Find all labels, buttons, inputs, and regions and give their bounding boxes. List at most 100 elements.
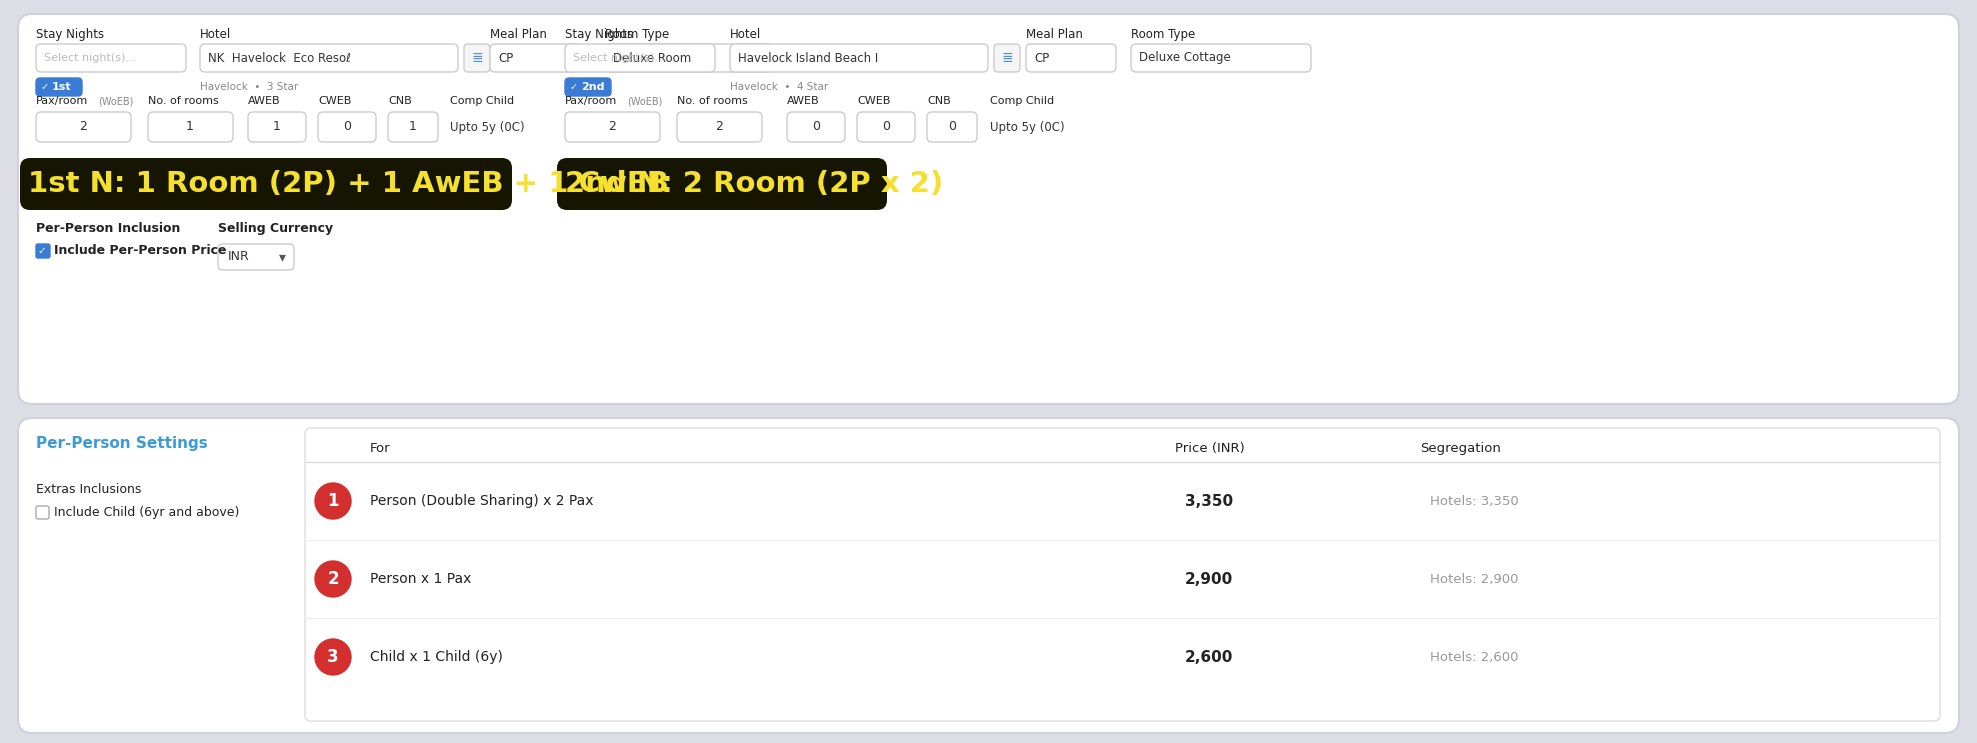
FancyBboxPatch shape <box>730 44 988 72</box>
FancyBboxPatch shape <box>676 112 761 142</box>
FancyBboxPatch shape <box>1026 44 1115 72</box>
Text: INR: INR <box>227 250 249 264</box>
Text: (WoEB): (WoEB) <box>99 96 132 106</box>
FancyBboxPatch shape <box>565 112 660 142</box>
FancyBboxPatch shape <box>20 158 512 210</box>
Text: Room Type: Room Type <box>605 28 670 41</box>
FancyBboxPatch shape <box>558 158 888 210</box>
Text: Hotel: Hotel <box>730 28 761 41</box>
Text: AWEB: AWEB <box>247 96 281 106</box>
Text: Comp Child: Comp Child <box>451 96 514 106</box>
Text: 1: 1 <box>328 492 338 510</box>
Text: Meal Plan: Meal Plan <box>1026 28 1083 41</box>
Text: Hotel: Hotel <box>200 28 231 41</box>
Text: 0: 0 <box>813 120 820 134</box>
Text: Selling Currency: Selling Currency <box>217 222 334 235</box>
Text: 0: 0 <box>342 120 352 134</box>
Text: 2nd: 2nd <box>581 82 605 92</box>
FancyBboxPatch shape <box>247 112 306 142</box>
Text: CWEB: CWEB <box>318 96 352 106</box>
FancyBboxPatch shape <box>856 112 915 142</box>
Text: Price (INR): Price (INR) <box>1174 442 1246 455</box>
Text: Hotels: 2,600: Hotels: 2,600 <box>1429 651 1518 663</box>
Text: 2,900: 2,900 <box>1184 571 1234 586</box>
Text: Havelock  •  3 Star: Havelock • 3 Star <box>200 82 299 92</box>
Text: Deluxe Room: Deluxe Room <box>613 51 692 65</box>
Text: Hotels: 3,350: Hotels: 3,350 <box>1429 495 1518 507</box>
FancyBboxPatch shape <box>565 44 716 72</box>
Text: 1st N: 1 Room (2P) + 1 AwEB + 1 CwEB: 1st N: 1 Room (2P) + 1 AwEB + 1 CwEB <box>28 170 668 198</box>
Text: ✓: ✓ <box>38 246 45 256</box>
Text: Hotels: 2,900: Hotels: 2,900 <box>1429 573 1518 585</box>
FancyBboxPatch shape <box>465 44 490 72</box>
FancyBboxPatch shape <box>994 44 1020 72</box>
Text: Per-Person Inclusion: Per-Person Inclusion <box>36 222 180 235</box>
Text: Extras Inclusions: Extras Inclusions <box>36 483 142 496</box>
Text: ✓: ✓ <box>569 82 577 92</box>
Text: Pax/room: Pax/room <box>36 96 89 106</box>
FancyBboxPatch shape <box>318 112 376 142</box>
Text: NK  Havelock  Eco Resoℓ: NK Havelock Eco Resoℓ <box>208 51 352 65</box>
Text: 2: 2 <box>79 120 87 134</box>
Text: ✓: ✓ <box>42 82 49 92</box>
Text: Per-Person Settings: Per-Person Settings <box>36 436 208 451</box>
Text: Select night(s)...: Select night(s)... <box>43 53 136 63</box>
Text: 3: 3 <box>326 648 338 666</box>
Text: For: For <box>370 442 391 455</box>
Text: Person x 1 Pax: Person x 1 Pax <box>370 572 471 586</box>
Text: 0: 0 <box>949 120 957 134</box>
Text: Havelock  •  4 Star: Havelock • 4 Star <box>730 82 828 92</box>
FancyBboxPatch shape <box>18 14 1959 404</box>
Text: Upto 5y (0C): Upto 5y (0C) <box>990 120 1066 134</box>
Text: CP: CP <box>498 51 514 65</box>
FancyBboxPatch shape <box>605 44 773 72</box>
FancyBboxPatch shape <box>200 44 459 72</box>
Text: 0: 0 <box>882 120 890 134</box>
Text: CNB: CNB <box>927 96 951 106</box>
Text: 3,350: 3,350 <box>1184 493 1234 508</box>
Text: 2,600: 2,600 <box>1184 649 1234 664</box>
Text: Meal Plan: Meal Plan <box>490 28 548 41</box>
FancyBboxPatch shape <box>490 44 579 72</box>
Text: No. of rooms: No. of rooms <box>676 96 747 106</box>
Text: ▾: ▾ <box>279 250 285 264</box>
Text: Pax/room: Pax/room <box>565 96 617 106</box>
Text: AWEB: AWEB <box>787 96 820 106</box>
FancyBboxPatch shape <box>565 78 611 96</box>
Text: No. of rooms: No. of rooms <box>148 96 219 106</box>
FancyBboxPatch shape <box>1131 44 1311 72</box>
Text: Person (Double Sharing) x 2 Pax: Person (Double Sharing) x 2 Pax <box>370 494 593 508</box>
FancyBboxPatch shape <box>148 112 233 142</box>
Text: Include Child (6yr and above): Include Child (6yr and above) <box>53 506 239 519</box>
FancyBboxPatch shape <box>304 428 1939 721</box>
FancyBboxPatch shape <box>787 112 844 142</box>
FancyBboxPatch shape <box>36 506 49 519</box>
FancyBboxPatch shape <box>18 418 1959 733</box>
Text: CWEB: CWEB <box>856 96 890 106</box>
Text: Child x 1 Child (6y): Child x 1 Child (6y) <box>370 650 502 664</box>
Circle shape <box>314 561 352 597</box>
Circle shape <box>314 483 352 519</box>
FancyBboxPatch shape <box>927 112 977 142</box>
Text: ≣: ≣ <box>471 51 482 65</box>
Text: Comp Child: Comp Child <box>990 96 1054 106</box>
Text: CP: CP <box>1034 51 1050 65</box>
Text: (WoEB): (WoEB) <box>627 96 662 106</box>
Text: 2: 2 <box>326 570 338 588</box>
Text: Select night(s)...: Select night(s)... <box>573 53 664 63</box>
Text: 1: 1 <box>186 120 194 134</box>
FancyBboxPatch shape <box>36 244 49 258</box>
FancyBboxPatch shape <box>387 112 439 142</box>
Text: Stay Nights: Stay Nights <box>565 28 633 41</box>
Text: 1: 1 <box>409 120 417 134</box>
Text: Room Type: Room Type <box>1131 28 1196 41</box>
Text: CNB: CNB <box>387 96 411 106</box>
FancyBboxPatch shape <box>36 112 130 142</box>
Text: 2: 2 <box>716 120 724 134</box>
Text: 1: 1 <box>273 120 281 134</box>
Text: 2nd N: 2 Room (2P x 2): 2nd N: 2 Room (2P x 2) <box>565 170 943 198</box>
Text: Havelock Island Beach I: Havelock Island Beach I <box>737 51 878 65</box>
FancyBboxPatch shape <box>36 44 186 72</box>
Text: 2: 2 <box>609 120 617 134</box>
Text: ≣: ≣ <box>1000 51 1012 65</box>
